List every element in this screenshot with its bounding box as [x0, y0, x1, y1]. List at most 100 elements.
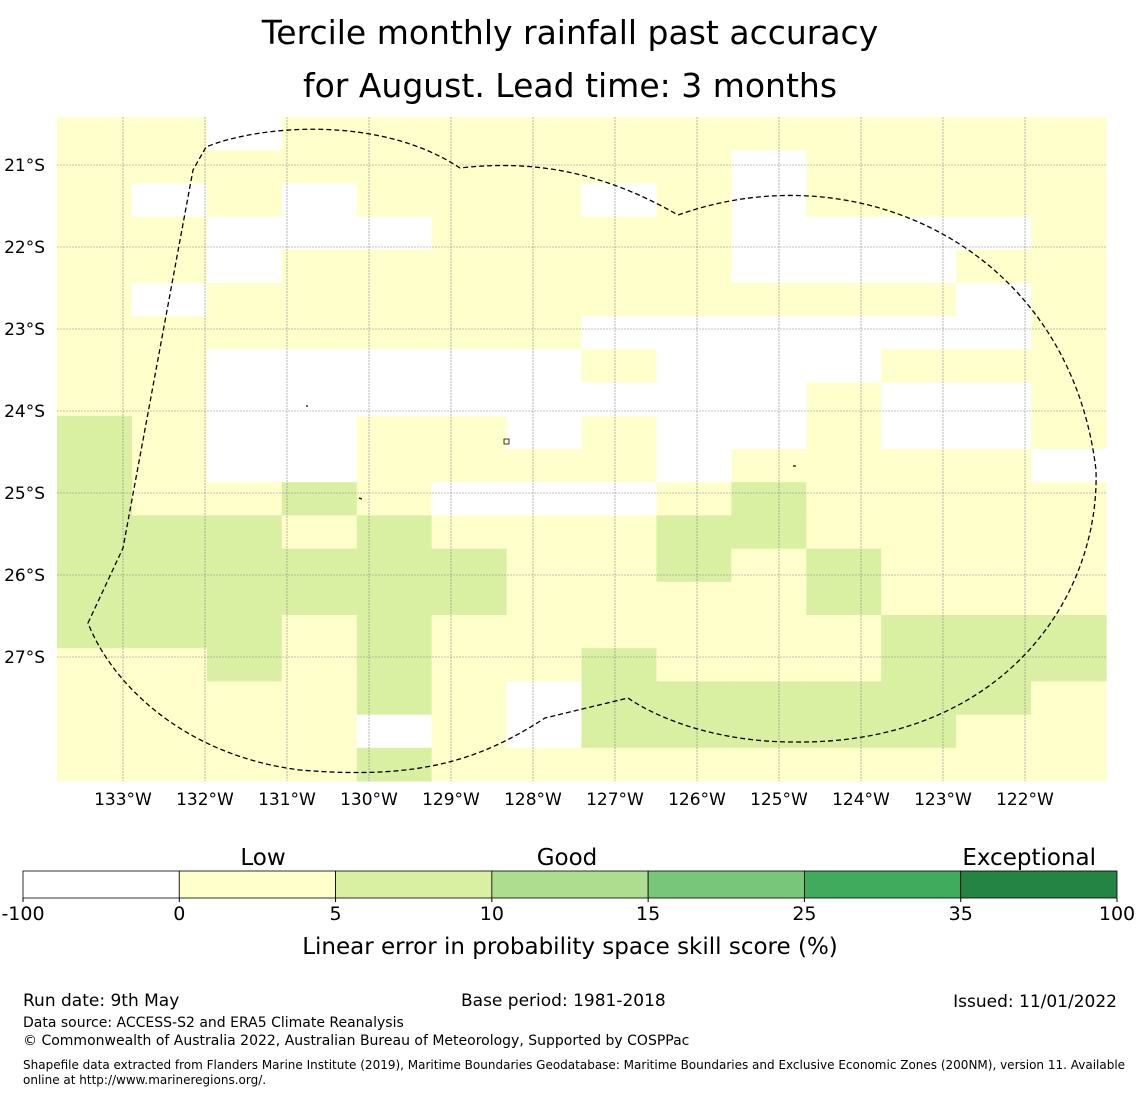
colorbar-segment: [335, 870, 493, 899]
grid-cell: [581, 216, 658, 251]
grid-cell: [881, 316, 957, 350]
longitude-label: 125°W: [750, 790, 808, 810]
grid-cell: [881, 183, 957, 218]
grid-cell: [806, 714, 882, 749]
grid-cell: [1031, 581, 1107, 616]
grid-cell: [656, 415, 732, 450]
grid-cell: [806, 482, 882, 516]
grid-cell: [57, 747, 133, 782]
grid-cell: [281, 515, 358, 550]
grid-cell: [806, 316, 882, 350]
colorbar-segment: [178, 870, 336, 899]
grid-cell: [956, 216, 1032, 251]
grid-cell: [731, 581, 807, 616]
grid-cell: [806, 117, 882, 151]
grid-cell: [731, 482, 807, 516]
island-mark: [503, 438, 510, 445]
grid-cell: [431, 681, 508, 716]
grid-cell: [356, 548, 433, 583]
grid-cell: [57, 681, 133, 716]
grid-cell: [731, 548, 807, 583]
graticule: [57, 117, 1106, 781]
grid-cell: [506, 449, 583, 483]
shapefile-credit-line-2: online at http://www.marineregions.org/.: [23, 1073, 267, 1087]
grid-cell: [131, 482, 208, 516]
grid-cell: [281, 581, 358, 616]
run-date: Run date: 9th May: [23, 991, 180, 1011]
grid-cell: [956, 548, 1032, 583]
grid-cell: [1031, 482, 1107, 516]
grid-cell: [206, 449, 283, 483]
grid-cell: [431, 515, 508, 550]
grid-cell: [881, 117, 957, 151]
grid-cell: [731, 117, 807, 151]
grid-cell: [1031, 415, 1107, 450]
grid-cell: [431, 482, 508, 516]
grid-cell: [506, 382, 583, 417]
grid-cell: [506, 415, 583, 450]
colorbar-categories: Low Good Exceptional: [240, 845, 1096, 871]
grid-cell: [131, 714, 208, 749]
grid-cell: [881, 548, 957, 583]
colorbar-category-label: Low: [240, 845, 285, 871]
colorbar-segment: [647, 870, 805, 899]
grid-cell: [1031, 747, 1107, 782]
grid-cell: [656, 117, 732, 151]
grid-cell: [731, 615, 807, 649]
grid-cell: [281, 316, 358, 350]
longitude-label: 133°W: [94, 790, 152, 810]
grid-cell: [506, 581, 583, 616]
grid-cell: [431, 216, 508, 251]
grid-cell: [206, 249, 283, 284]
grid-cell: [956, 415, 1032, 450]
grid-cell: [731, 249, 807, 284]
grid-cell: [656, 382, 732, 417]
skill-grid: [57, 117, 1107, 782]
grid-cell: [281, 216, 358, 251]
grid-cell: [1031, 316, 1107, 350]
colorbar-tick-label: 25: [792, 903, 816, 925]
grid-cell: [131, 648, 208, 682]
grid-cell: [206, 117, 283, 151]
longitude-label: 132°W: [176, 790, 234, 810]
grid-cell: [581, 415, 658, 450]
grid-cell: [806, 681, 882, 716]
grid-cell: [881, 482, 957, 516]
grid-cell: [57, 150, 133, 184]
grid-cell: [656, 150, 732, 184]
grid-cell: [956, 249, 1032, 284]
grid-cell: [731, 283, 807, 317]
longitude-label: 130°W: [340, 790, 398, 810]
grid-cell: [1031, 382, 1107, 417]
grid-cell: [431, 747, 508, 782]
grid-cell: [356, 581, 433, 616]
island-mark: [358, 497, 363, 500]
grid-cell: [506, 150, 583, 184]
grid-cell: [57, 482, 133, 516]
grid-cell: [506, 681, 583, 716]
grid-cell: [131, 681, 208, 716]
grid-cell: [581, 615, 658, 649]
grid-cell: [281, 117, 358, 151]
grid-cell: [581, 183, 658, 218]
longitude-label: 122°W: [996, 790, 1054, 810]
latitude-labels: 21°S 22°S 23°S 24°S 25°S 26°S 27°S: [4, 156, 45, 668]
colorbar-tick-label: -100: [1, 903, 44, 925]
grid-cell: [506, 548, 583, 583]
latitude-label: 23°S: [4, 320, 45, 340]
grid-cell: [881, 349, 957, 384]
grid-cell: [656, 615, 732, 649]
grid-cell: [506, 615, 583, 649]
grid-cell: [206, 615, 283, 649]
grid-cell: [656, 316, 732, 350]
grid-cell: [356, 150, 433, 184]
grid-cell: [881, 382, 957, 417]
grid-cell: [431, 548, 508, 583]
grid-cell: [206, 482, 283, 516]
grid-cell: [956, 581, 1032, 616]
grid-cell: [206, 415, 283, 450]
grid-cell: [506, 515, 583, 550]
grid-cell: [57, 216, 133, 251]
colorbar-tick-label: 5: [330, 903, 342, 925]
